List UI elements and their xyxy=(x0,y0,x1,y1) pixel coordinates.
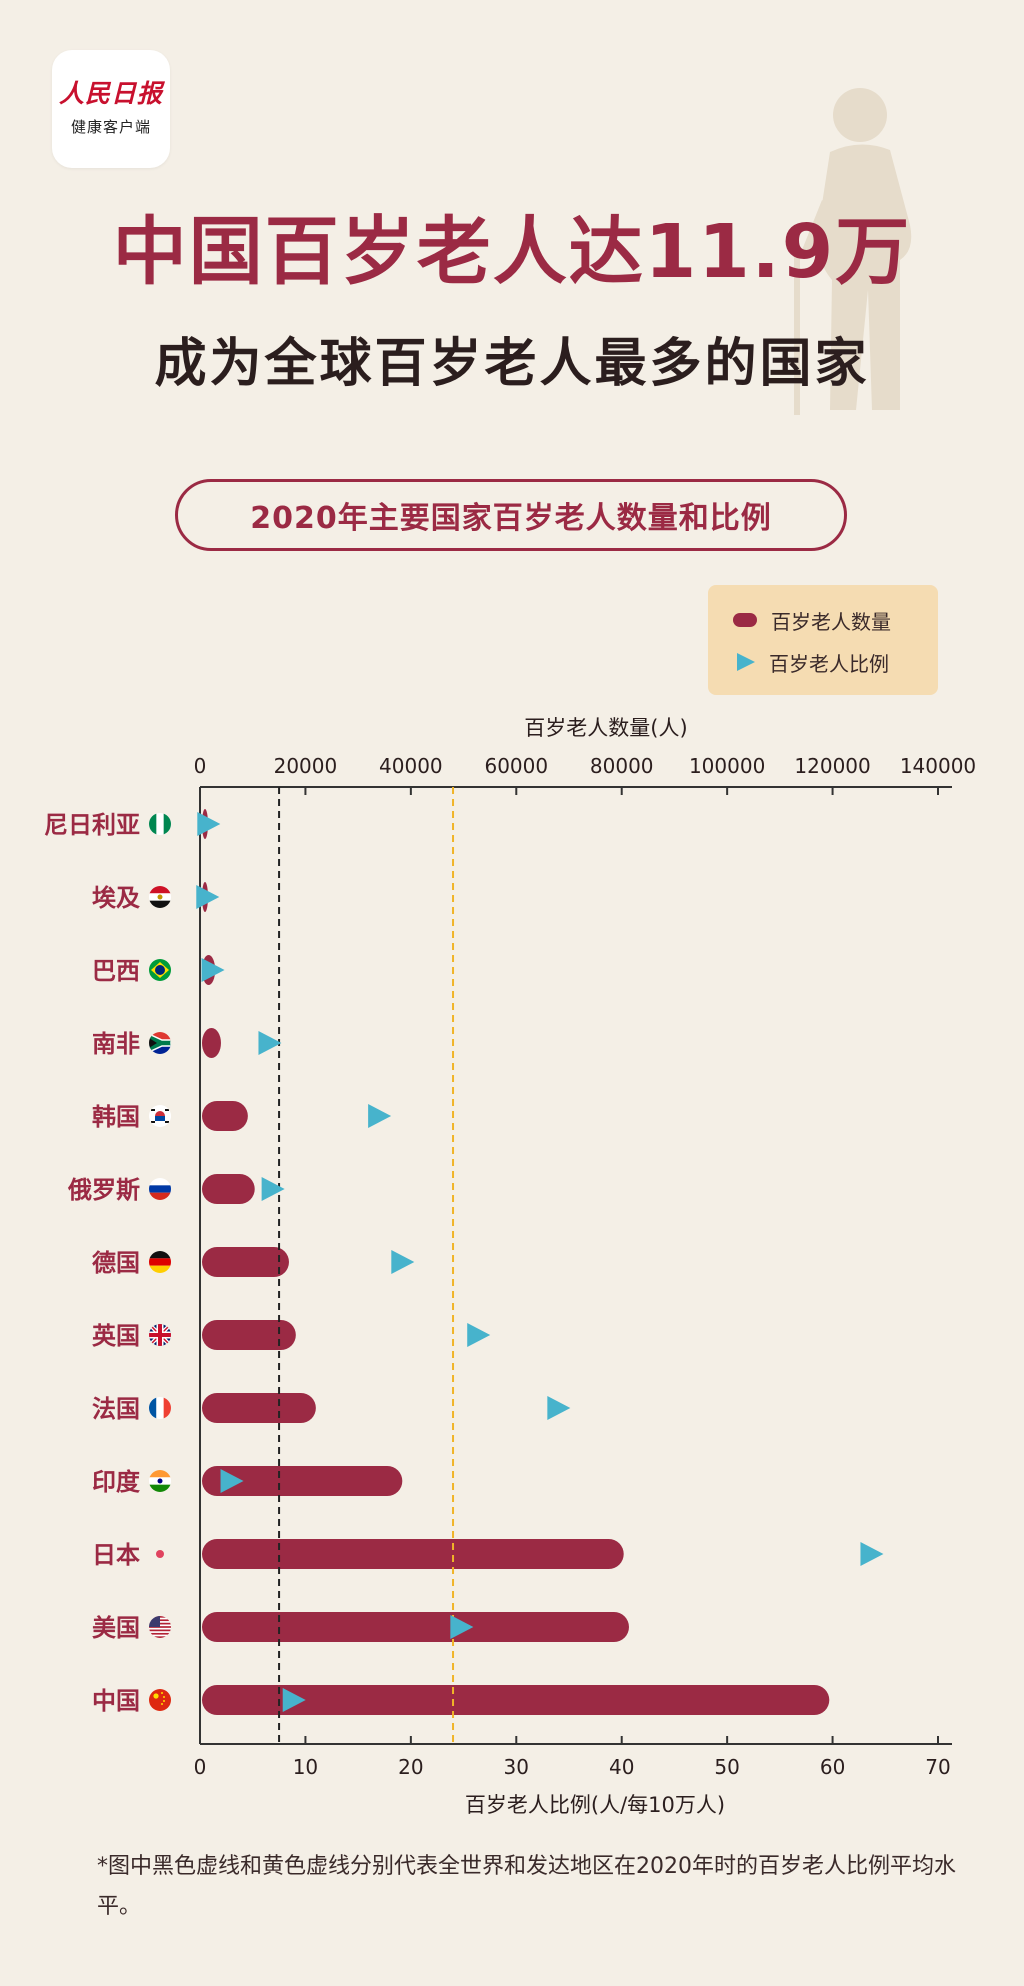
bar-6 xyxy=(202,1247,289,1277)
category-label: 南非 xyxy=(92,1030,140,1058)
category-label: 法国 xyxy=(92,1395,140,1423)
china-flag-icon xyxy=(149,1689,171,1711)
japan-flag-icon xyxy=(149,1543,171,1565)
top-axis-tick-label: 60000 xyxy=(484,754,548,778)
top-axis-tick-label: 80000 xyxy=(590,754,654,778)
category-label: 埃及 xyxy=(92,884,140,912)
bottom-axis-label: 百岁老人比例(人/每10万人) xyxy=(465,1793,725,1817)
legend-bar-swatch xyxy=(733,613,757,627)
category-label: 美国 xyxy=(92,1614,140,1642)
top-axis-tick-label: 100000 xyxy=(689,754,765,778)
category-label: 日本 xyxy=(92,1541,140,1569)
top-axis-tick-label: 120000 xyxy=(794,754,870,778)
ratio-marker-2 xyxy=(201,958,225,982)
top-axis-tick-label: 20000 xyxy=(274,754,338,778)
india-flag-icon xyxy=(149,1470,171,1492)
bottom-axis-tick-label: 40 xyxy=(609,1755,634,1779)
ratio-marker-6 xyxy=(391,1250,415,1274)
ratio-marker-5 xyxy=(261,1177,285,1201)
france-flag-icon xyxy=(149,1397,171,1419)
main-title: 中国百岁老人达11.9万 xyxy=(112,209,912,295)
ratio-marker-9 xyxy=(220,1469,244,1493)
bottom-axis-tick-label: 10 xyxy=(293,1755,318,1779)
bar-10 xyxy=(202,1539,624,1569)
ratio-marker-3 xyxy=(258,1031,282,1055)
brand-name: 人民日报 xyxy=(58,79,163,108)
brand-subtitle: 健康客户端 xyxy=(70,118,151,136)
category-label: 尼日利亚 xyxy=(44,811,140,839)
top-axis-tick-label: 40000 xyxy=(379,754,443,778)
bar-9 xyxy=(202,1466,403,1496)
bottom-axis-tick-label: 50 xyxy=(714,1755,739,1779)
ratio-marker-10 xyxy=(860,1542,884,1566)
bar-12 xyxy=(202,1685,830,1715)
bottom-axis-tick-label: 30 xyxy=(504,1755,529,1779)
ratio-marker-8 xyxy=(547,1396,571,1420)
russia-flag-icon xyxy=(149,1178,171,1200)
ratio-marker-4 xyxy=(368,1104,392,1128)
bar-11 xyxy=(202,1612,629,1642)
legend-item-count: 百岁老人数量 xyxy=(708,605,891,635)
category-label: 巴西 xyxy=(92,957,140,985)
category-label: 德国 xyxy=(92,1249,140,1277)
category-label: 英国 xyxy=(92,1322,140,1350)
elderly-person-icon xyxy=(794,88,912,415)
ratio-marker-12 xyxy=(282,1688,306,1712)
egypt-flag-icon xyxy=(149,886,171,908)
bottom-axis-tick-label: 0 xyxy=(194,1755,207,1779)
south-korea-flag-icon xyxy=(149,1105,171,1127)
nigeria-flag-icon xyxy=(149,813,171,835)
ratio-marker-7 xyxy=(467,1323,491,1347)
category-label: 印度 xyxy=(92,1468,141,1496)
bar-3 xyxy=(202,1028,221,1058)
brand-logo: 人民日报 健康客户端 xyxy=(52,50,170,168)
category-label: 韩国 xyxy=(92,1103,140,1131)
legend-item-ratio: 百岁老人比例 xyxy=(708,647,889,677)
bar-4 xyxy=(202,1101,248,1131)
chart-title: 2020年主要国家百岁老人数量和比例 xyxy=(175,479,847,551)
brazil-flag-icon xyxy=(149,959,171,981)
top-axis-label: 百岁老人数量(人) xyxy=(524,716,687,740)
ratio-marker-0 xyxy=(197,812,221,836)
bar-5 xyxy=(202,1174,255,1204)
ratio-marker-1 xyxy=(196,885,220,909)
south-africa-flag-icon xyxy=(149,1032,171,1054)
bottom-axis-tick-label: 60 xyxy=(820,1755,845,1779)
uk-flag-icon xyxy=(149,1324,171,1346)
top-axis-tick-label: 0 xyxy=(194,754,207,778)
usa-flag-icon xyxy=(149,1616,171,1638)
germany-flag-icon xyxy=(149,1251,171,1273)
category-label: 俄罗斯 xyxy=(67,1176,140,1204)
footnote: *图中黑色虚线和黄色虚线分别代表全世界和发达地区在2020年时的百岁老人比例平均… xyxy=(97,1854,956,1919)
bottom-axis-tick-label: 70 xyxy=(925,1755,950,1779)
legend-label-count: 百岁老人数量 xyxy=(771,609,891,634)
legend-triangle-swatch xyxy=(737,653,755,671)
bar-7 xyxy=(202,1320,296,1350)
category-label: 中国 xyxy=(92,1687,140,1715)
chart-legend: 百岁老人数量 百岁老人比例 xyxy=(708,585,938,695)
top-axis-tick-label: 140000 xyxy=(900,754,976,778)
bar-8 xyxy=(202,1393,316,1423)
legend-label-ratio: 百岁老人比例 xyxy=(769,651,889,676)
ratio-marker-11 xyxy=(450,1615,474,1639)
bottom-axis-tick-label: 20 xyxy=(398,1755,423,1779)
main-subtitle: 成为全球百岁老人最多的国家 xyxy=(154,334,870,394)
